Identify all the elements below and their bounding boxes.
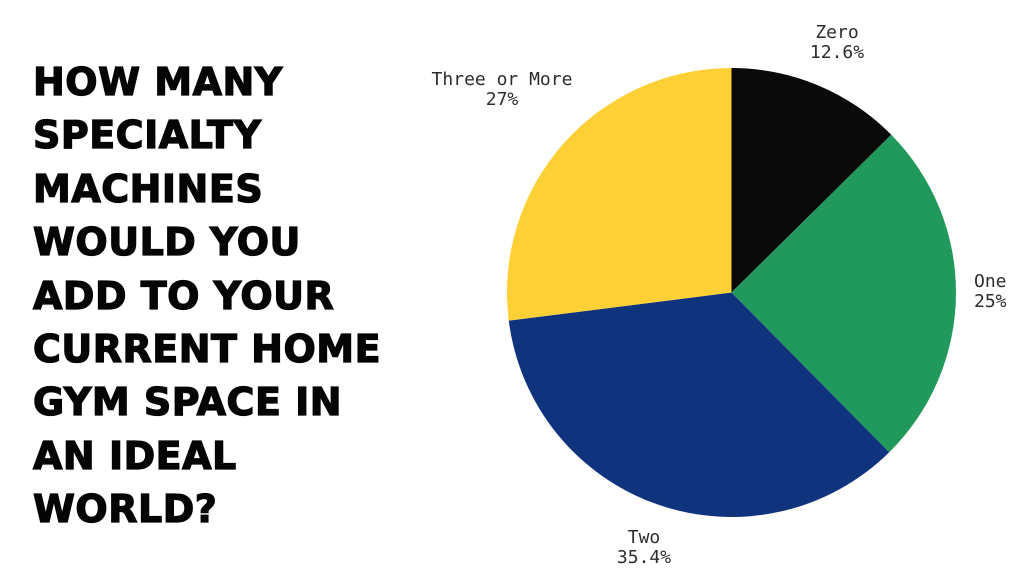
title-line: AN IDEAL (32, 433, 237, 478)
title-line: MACHINES (32, 166, 264, 211)
pie-label-two: Two 35.4% (617, 528, 671, 568)
pie-slice-zero (731, 68, 892, 293)
pie-slice-two (508, 292, 890, 517)
pie-label-three-or-more-name: Three or More (431, 69, 573, 90)
pie-label-zero-name: Zero (815, 22, 859, 43)
title-line: WORLD? (32, 487, 218, 532)
pie-label-zero: Zero 12.6% (810, 23, 864, 63)
pie-label-zero-pct: 12.6% (809, 42, 865, 63)
title-line: WOULD YOU (32, 220, 301, 265)
pie-label-one-pct: 25% (974, 291, 1007, 312)
pie-label-three-or-more: Three or More 27% (432, 70, 573, 110)
title-line: SPECIALTY (32, 113, 262, 158)
pie-label-two-pct: 35.4% (616, 547, 672, 568)
pie-label-three-or-more-pct: 27% (485, 89, 519, 110)
title-line: GYM SPACE IN (32, 380, 343, 425)
title-line: CURRENT HOME (32, 326, 382, 372)
pie-slice-one (731, 134, 956, 453)
pie-label-one: One 25% (974, 272, 1007, 312)
pie-label-two-name: Two (627, 527, 661, 548)
pie-label-one-name: One (974, 271, 1007, 292)
title-line: HOW MANY (32, 59, 283, 104)
pie-slice-three-or-more (507, 68, 732, 321)
pie-chart (507, 68, 956, 517)
title-line: ADD TO YOUR (32, 273, 335, 318)
chart-question-title: HOW MANY SPECIALTY MACHINES WOULD YOU ADD TO… (32, 56, 382, 537)
pie-chart-svg (507, 68, 956, 517)
